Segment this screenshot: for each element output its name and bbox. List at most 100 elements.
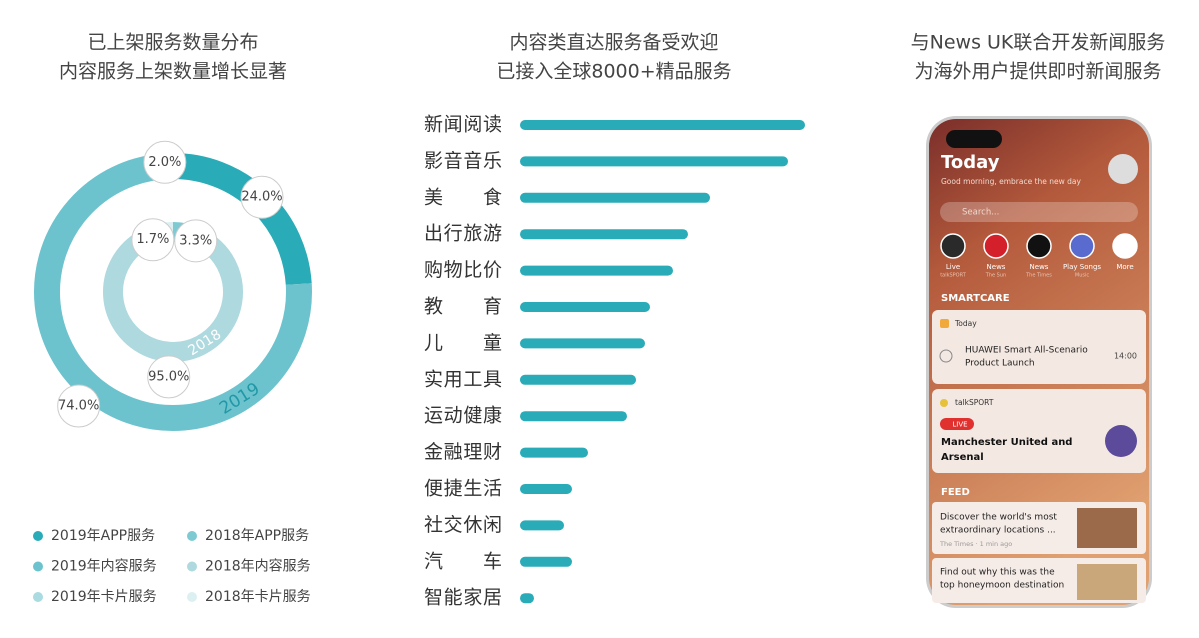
category-label: 实用工具 xyxy=(424,368,502,390)
legend-swatch xyxy=(187,531,197,541)
bar xyxy=(520,229,688,240)
app-icon[interactable] xyxy=(1069,233,1095,259)
bar xyxy=(520,374,636,385)
app-icon[interactable] xyxy=(1112,233,1138,259)
bar xyxy=(520,484,572,494)
legend-label: 2019年内容服务 xyxy=(51,558,157,575)
bar xyxy=(520,447,588,458)
label-bubble xyxy=(143,140,187,184)
label-bubble xyxy=(240,175,284,219)
category-label: 儿 童 xyxy=(424,332,502,354)
card-tag: talkSPORT xyxy=(955,398,994,407)
search-placeholder: Search... xyxy=(962,208,999,218)
legend-label: 2019年APP服务 xyxy=(51,528,155,544)
bar xyxy=(520,156,788,167)
label-bubble xyxy=(57,384,101,428)
app-source: talkSPORT xyxy=(940,273,967,279)
card-icon xyxy=(940,399,948,407)
bar-title: 内容类直达服务备受欢迎 xyxy=(509,32,718,54)
category-label: 汽 车 xyxy=(424,550,502,572)
legend-swatch xyxy=(187,561,197,572)
card-text: Arsenal xyxy=(941,452,984,463)
data-label: 2.0% xyxy=(148,155,181,170)
search-bar[interactable] xyxy=(940,202,1138,222)
card[interactable] xyxy=(932,389,1146,473)
card-text: Manchester United and xyxy=(941,437,1072,448)
legend-swatch xyxy=(33,561,43,572)
category-label: 社交休闲 xyxy=(424,514,502,536)
card-text: HUAWEI Smart All-Scenario xyxy=(965,346,1088,356)
category-label: 运动健康 xyxy=(424,405,502,427)
legend-swatch xyxy=(33,531,43,541)
app-source: The Times xyxy=(1025,273,1052,279)
phone-title: 与News UK联合开发新闻服务 xyxy=(911,32,1166,54)
app-label: News xyxy=(1030,263,1049,271)
label-bubble xyxy=(131,218,175,262)
legend-label: 2018年内容服务 xyxy=(205,558,311,575)
feed-text: Discover the world's most xyxy=(940,513,1057,523)
data-label: 3.3% xyxy=(179,233,212,248)
category-label: 便捷生活 xyxy=(424,478,502,500)
card-time: 14:00 xyxy=(1114,352,1137,361)
data-label: 1.7% xyxy=(136,232,169,247)
feed-text: Find out why this was the xyxy=(940,568,1055,578)
category-label: 金融理财 xyxy=(424,441,502,463)
category-label: 出行旅游 xyxy=(424,223,502,245)
feed-text: extraordinary locations ... xyxy=(940,526,1056,536)
app-icon[interactable] xyxy=(983,233,1009,259)
thumbnail xyxy=(1077,508,1137,548)
app-source: The Sun xyxy=(985,273,1006,279)
data-label: 24.0% xyxy=(241,190,282,205)
app-source: Music xyxy=(1075,273,1089,279)
avatar[interactable] xyxy=(1108,154,1138,184)
donut-segment xyxy=(34,154,312,431)
category-label: 影音音乐 xyxy=(424,150,502,172)
legend-label: 2018年APP服务 xyxy=(205,528,309,544)
thumbnail xyxy=(1077,564,1137,600)
badge-text: LIVE xyxy=(952,421,967,429)
app-icon[interactable] xyxy=(940,233,966,259)
legend-swatch xyxy=(187,592,197,602)
feed-meta: The Times · 1 min ago xyxy=(939,540,1012,548)
play-button[interactable] xyxy=(1105,425,1137,457)
bar xyxy=(520,338,645,349)
bar xyxy=(520,411,627,422)
card-tag: Today xyxy=(954,319,977,328)
legend-label: 2019年卡片服务 xyxy=(51,589,157,605)
camera-notch xyxy=(946,130,1002,148)
category-label: 智能家居 xyxy=(424,587,502,609)
bar xyxy=(520,593,534,604)
category-label: 购物比价 xyxy=(424,259,502,281)
app-label: Play Songs xyxy=(1063,263,1101,271)
bar xyxy=(520,556,572,567)
app-label: Live xyxy=(946,263,960,271)
app-label: More xyxy=(1116,263,1133,271)
donut-subtitle: 内容服务上架数量增长显著 xyxy=(59,61,287,83)
app-icon[interactable] xyxy=(1026,233,1052,259)
label-bubble xyxy=(147,355,191,399)
bar xyxy=(520,265,673,276)
feed-text: top honeymoon destination xyxy=(940,581,1064,591)
card-text: Product Launch xyxy=(965,359,1035,369)
section-heading: FEED xyxy=(941,487,970,498)
category-label: 美 食 xyxy=(424,186,502,208)
card-icon xyxy=(940,319,949,328)
data-label: 74.0% xyxy=(58,399,99,414)
bar xyxy=(520,302,650,312)
app-label: News xyxy=(987,263,1006,271)
card[interactable] xyxy=(932,310,1146,384)
donut-segment xyxy=(103,222,243,362)
bar xyxy=(520,120,805,130)
bar xyxy=(520,192,710,203)
phone-subtitle: 为海外用户提供即时新闻服务 xyxy=(914,61,1161,83)
donut-title: 已上架服务数量分布 xyxy=(87,32,258,54)
heading: Today xyxy=(941,152,1000,173)
bar-subtitle: 已接入全球8000+精品服务 xyxy=(496,61,731,83)
live-badge xyxy=(940,418,974,430)
checkbox[interactable] xyxy=(939,349,953,363)
category-label: 新闻阅读 xyxy=(424,114,502,136)
legend-label: 2018年卡片服务 xyxy=(205,589,311,605)
greeting: Good morning, embrace the new day xyxy=(941,177,1082,186)
legend-swatch xyxy=(33,592,43,602)
